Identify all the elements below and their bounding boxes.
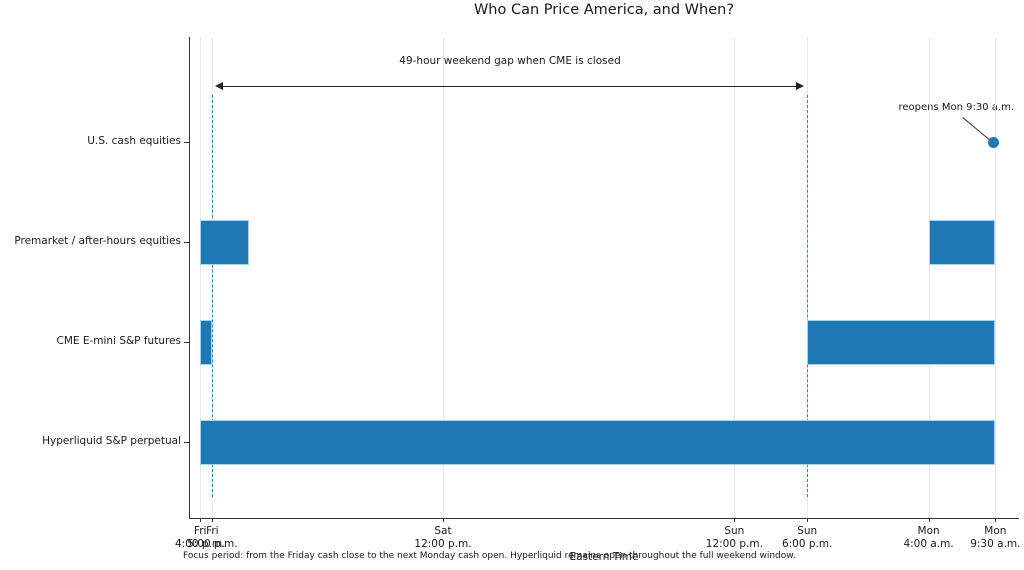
- x-axis-tick-label: Sun 6:00 p.m.: [781, 525, 833, 550]
- y-tick-mark: [184, 342, 189, 343]
- x-tick-mark: [807, 518, 809, 522]
- gridline: [928, 37, 930, 518]
- x-axis-tick-label: Sat 12:00 p.m.: [414, 525, 472, 550]
- gap-arrow-line: [220, 85, 800, 87]
- x-axis-tick-label: Mon 9:30 a.m.: [970, 525, 1021, 550]
- x-axis-spine: [189, 518, 1019, 519]
- reopen-annotation-label: reopens Mon 9:30 a.m.: [898, 102, 1014, 113]
- open-session-bar: [200, 419, 996, 465]
- gridline: [200, 37, 202, 518]
- gap-annotation-label: 49-hour weekend gap when CME is closed: [399, 55, 621, 67]
- footnote-text: Focus period: from the Friday cash close…: [183, 551, 796, 561]
- y-tick-mark: [184, 442, 189, 443]
- reopen-annotation-connector: [962, 117, 991, 141]
- gridline: [212, 37, 214, 518]
- y-axis-tick-label: Hyperliquid S&P perpetual: [42, 435, 181, 447]
- x-axis-tick-label: Fri 4:00 p.m.: [174, 525, 226, 550]
- gridline: [443, 37, 444, 518]
- gap-arrow-left-head: [215, 82, 224, 90]
- x-tick-mark: [200, 518, 202, 522]
- open-session-bar: [807, 319, 996, 365]
- x-tick-mark: [443, 518, 444, 522]
- x-axis-tick-label: Mon 4:00 a.m.: [903, 525, 954, 550]
- y-tick-mark: [184, 142, 189, 143]
- y-axis-tick-label: Premarket / after-hours equities: [14, 235, 181, 247]
- gridline: [807, 37, 809, 518]
- cme-boundary-dashed-line: [806, 95, 808, 497]
- open-session-bar: [928, 219, 996, 265]
- x-tick-mark: [928, 518, 930, 522]
- x-tick-mark: [995, 518, 997, 522]
- gridline: [734, 37, 736, 518]
- x-axis-label: Eastern Time: [569, 551, 639, 563]
- open-session-bar: [200, 219, 249, 265]
- x-tick-mark: [212, 518, 214, 522]
- gap-arrow-right-head: [796, 82, 805, 90]
- y-tick-mark: [184, 242, 189, 243]
- open-session-bar: [200, 319, 213, 365]
- gridline: [995, 37, 997, 518]
- x-axis-tick-label: Sun 12:00 p.m.: [705, 525, 763, 550]
- x-tick-mark: [734, 518, 736, 522]
- y-axis-tick-label: U.S. cash equities: [87, 135, 181, 147]
- x-axis-tick-label: Fri 5:00 p.m.: [187, 525, 238, 550]
- cme-boundary-dashed-line: [211, 95, 213, 497]
- y-axis-tick-label: CME E-mini S&P futures: [56, 335, 181, 347]
- y-axis-spine: [189, 37, 190, 518]
- reopen-marker-dot: [987, 136, 999, 148]
- chart-title: Who Can Price America, and When?: [473, 2, 735, 18]
